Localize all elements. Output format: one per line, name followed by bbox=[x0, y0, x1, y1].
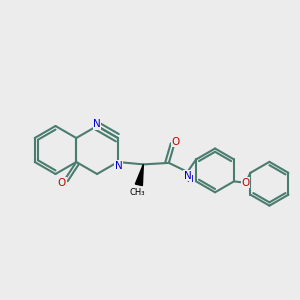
Text: H: H bbox=[187, 175, 193, 184]
Text: N: N bbox=[93, 119, 101, 129]
Text: O: O bbox=[58, 178, 66, 188]
Text: N: N bbox=[115, 161, 122, 171]
Text: CH₃: CH₃ bbox=[130, 188, 145, 197]
Text: O: O bbox=[172, 137, 180, 147]
Text: O: O bbox=[241, 178, 250, 188]
Polygon shape bbox=[135, 164, 143, 186]
Text: N: N bbox=[184, 171, 191, 181]
